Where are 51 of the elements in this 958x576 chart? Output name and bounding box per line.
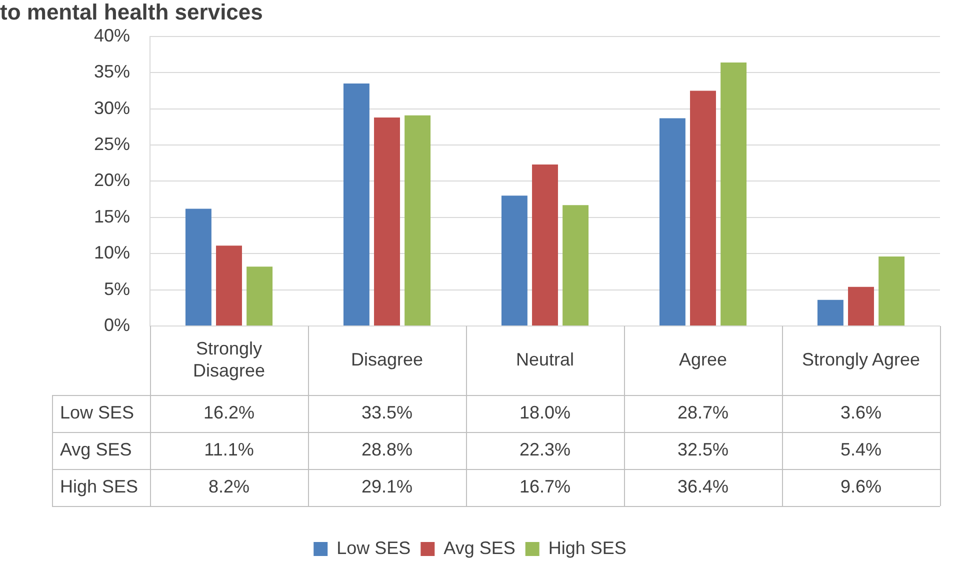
y-tick-label: 25% [94, 134, 130, 154]
data-label: 3.6% [840, 402, 882, 422]
y-tick-label: 0% [104, 314, 130, 335]
y-tick-label: 40% [94, 25, 130, 46]
x-tick-label: Agree [678, 349, 728, 370]
x-tick-label: Neutral [516, 349, 574, 370]
x-tick-label: Strongly Agree [802, 349, 920, 370]
bar [343, 83, 370, 326]
bar [216, 246, 242, 326]
data-label: 8.2% [208, 476, 250, 496]
bar [404, 115, 431, 326]
y-tick-label: 5% [104, 278, 130, 299]
text: Avg SES [60, 439, 132, 460]
x-tick-label: Strongly Disagree [192, 338, 266, 380]
bar [878, 256, 905, 326]
y-tick-label: 35% [94, 62, 130, 82]
data-label: 32.5% [677, 439, 729, 460]
bar [374, 117, 400, 326]
bar [720, 62, 747, 326]
text: Low SES [60, 402, 134, 422]
legend-label: Low SES [336, 538, 411, 558]
data-label: 29.1% [361, 476, 413, 496]
bar [659, 118, 686, 326]
y-tick-label: 10% [94, 242, 130, 263]
y-tick-label: 15% [94, 206, 130, 226]
bar [246, 266, 273, 326]
data-label: 5.4% [840, 439, 882, 460]
data-label: 9.6% [840, 476, 882, 496]
data-label: 16.7% [519, 476, 571, 496]
bar [690, 90, 716, 326]
x-tick-label: Disagree [350, 349, 424, 370]
legend-label: Avg SES [444, 538, 516, 558]
data-label: 36.4% [677, 476, 729, 496]
data-label: 18.0% [519, 402, 571, 422]
data-label: 16.2% [203, 402, 255, 422]
bar [848, 286, 874, 326]
legend-label: High SES [548, 538, 626, 558]
bar [501, 196, 528, 326]
data-label: 28.8% [361, 439, 413, 460]
bar [532, 164, 558, 326]
data-label: 11.1% [204, 439, 254, 460]
bar [562, 205, 589, 326]
y-tick-label: 20% [94, 170, 130, 190]
chart-title: to mental health services [0, 0, 263, 24]
data-label: 22.3% [519, 439, 571, 460]
data-label: 33.5% [361, 402, 413, 422]
y-tick-label: 30% [94, 98, 130, 118]
bar [817, 300, 844, 326]
text: High SES [60, 476, 138, 496]
bar [185, 208, 212, 326]
data-label: 28.7% [677, 402, 729, 422]
